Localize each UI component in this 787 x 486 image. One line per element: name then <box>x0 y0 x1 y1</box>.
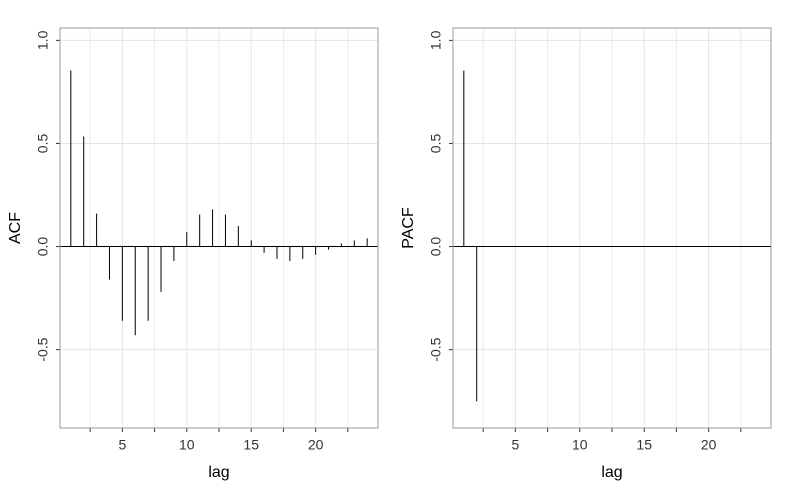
y-axis-title: ACF <box>7 212 24 244</box>
x-axis-title: lag <box>601 464 622 481</box>
y-tick-label: 1.0 <box>35 30 51 50</box>
y-tick-label: 0.5 <box>428 134 444 154</box>
y-tick-label: 0.0 <box>428 237 444 257</box>
x-tick-label: 5 <box>118 437 126 453</box>
y-tick-label: 1.0 <box>428 30 444 50</box>
y-tick-label: 0.5 <box>35 134 51 154</box>
y-tick-label: -0.5 <box>35 337 51 361</box>
panel-border <box>452 27 772 429</box>
x-tick-label: 15 <box>636 437 652 453</box>
y-tick-label: 0.0 <box>35 237 51 257</box>
x-tick-label: 20 <box>701 437 717 453</box>
y-tick-label: -0.5 <box>428 337 444 361</box>
x-tick-label: 10 <box>179 437 195 453</box>
x-tick-label: 10 <box>572 437 588 453</box>
x-tick-label: 20 <box>308 437 324 453</box>
x-axis-title: lag <box>208 464 229 481</box>
y-axis-title: PACF <box>400 207 417 249</box>
panel-border <box>59 27 379 429</box>
x-tick-label: 15 <box>243 437 259 453</box>
x-tick-label: 5 <box>511 437 519 453</box>
